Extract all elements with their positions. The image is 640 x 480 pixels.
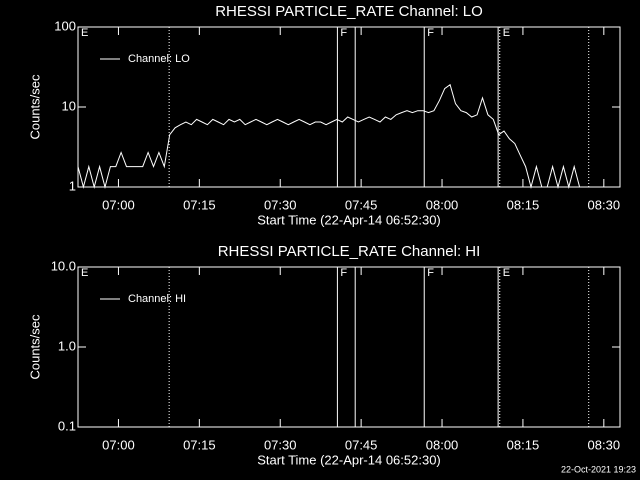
x-tick-label: 07:15 bbox=[183, 437, 216, 452]
event-label: F bbox=[340, 267, 347, 279]
y-tick-label: 1.0 bbox=[58, 338, 76, 353]
y-axis-label: Counts/sec bbox=[27, 74, 42, 140]
x-tick-label: 08:30 bbox=[588, 197, 621, 212]
x-tick-label: 08:00 bbox=[426, 197, 459, 212]
event-label: F bbox=[427, 27, 434, 39]
x-axis-label: Start Time (22-Apr-14 06:52:30) bbox=[257, 212, 441, 227]
event-label: E bbox=[81, 267, 88, 279]
plot-frame bbox=[77, 266, 621, 428]
event-label: E bbox=[503, 27, 510, 39]
chart-title: RHESSI PARTICLE_RATE Channel: LO bbox=[215, 3, 483, 20]
x-tick-label: 07:30 bbox=[264, 437, 297, 452]
event-label: F bbox=[340, 27, 347, 39]
x-tick-label: 08:15 bbox=[507, 197, 540, 212]
x-tick-label: 08:15 bbox=[507, 437, 540, 452]
x-tick-label: 07:00 bbox=[102, 437, 135, 452]
x-tick-label: 07:00 bbox=[102, 197, 135, 212]
chart-title: RHESSI PARTICLE_RATE Channel: HI bbox=[218, 243, 481, 260]
x-axis-label: Start Time (22-Apr-14 06:52:30) bbox=[257, 452, 441, 467]
y-tick-label: 100 bbox=[54, 18, 76, 33]
x-tick-label: 07:15 bbox=[183, 197, 216, 212]
event-label: F bbox=[427, 267, 434, 279]
x-tick-label: 08:30 bbox=[588, 437, 621, 452]
y-tick-label: 0.1 bbox=[58, 418, 76, 433]
x-tick-label: 08:00 bbox=[426, 437, 459, 452]
y-axis-label: Counts/sec bbox=[27, 314, 42, 380]
y-tick-label: 10 bbox=[62, 98, 76, 113]
x-tick-label: 07:45 bbox=[345, 437, 378, 452]
y-tick-label: 10.0 bbox=[51, 258, 76, 273]
y-tick-label: 1 bbox=[69, 178, 76, 193]
x-tick-label: 07:45 bbox=[345, 197, 378, 212]
legend-label: Channel: LO bbox=[128, 53, 190, 65]
plot-frame bbox=[77, 26, 621, 188]
legend-label: Channel: HI bbox=[128, 293, 186, 305]
timestamp: 22-Oct-2021 19:23 bbox=[561, 464, 636, 474]
event-label: E bbox=[81, 27, 88, 39]
data-line bbox=[77, 83, 581, 189]
x-tick-label: 07:30 bbox=[264, 197, 297, 212]
event-label: E bbox=[503, 267, 510, 279]
